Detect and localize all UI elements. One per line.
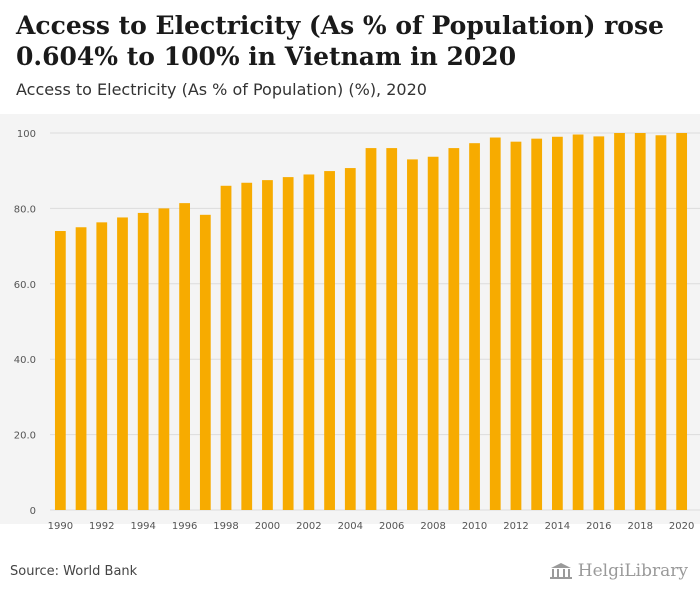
bar-2008[interactable] — [427, 156, 439, 510]
bar-1994[interactable] — [137, 212, 149, 510]
y-tick-label: 0 — [30, 506, 36, 517]
bar-2012[interactable] — [510, 141, 522, 510]
bar-2004[interactable] — [344, 168, 356, 510]
x-tick-label: 2014 — [545, 521, 570, 532]
y-tick-label: 60.0 — [14, 280, 36, 291]
y-tick-label: 40.0 — [14, 355, 36, 366]
bar-2009[interactable] — [448, 148, 460, 510]
x-tick-label: 2004 — [338, 521, 363, 532]
bar-1997[interactable] — [199, 214, 211, 510]
y-axis-ticks: 0 20.0 40.0 60.0 80.0 100 — [14, 129, 36, 517]
x-tick-label: 2006 — [379, 521, 404, 532]
x-tick-label: 2012 — [503, 521, 528, 532]
y-tick-label: 100 — [17, 129, 36, 140]
bar-2001[interactable] — [282, 177, 294, 510]
bar-2014[interactable] — [552, 136, 563, 510]
brand-name: HelgiLibrary — [577, 561, 688, 581]
bar-2020[interactable] — [676, 133, 688, 510]
chart-subtitle: Access to Electricity (As % of Populatio… — [16, 80, 427, 99]
bar-1993[interactable] — [117, 217, 128, 510]
bar-2019[interactable] — [655, 135, 667, 510]
bar-1998[interactable] — [220, 185, 232, 510]
x-tick-label: 2002 — [296, 521, 321, 532]
x-tick-label: 1992 — [89, 521, 114, 532]
x-tick-label: 2016 — [586, 521, 611, 532]
bar-2003[interactable] — [324, 171, 335, 510]
x-tick-label: 1996 — [172, 521, 197, 532]
bar-2016[interactable] — [593, 136, 605, 510]
bar-2018[interactable] — [634, 133, 646, 510]
bar-2013[interactable] — [531, 138, 543, 510]
bars — [54, 133, 688, 511]
bar-1992[interactable] — [96, 222, 108, 510]
chart-title: Access to Electricity (As % of Populatio… — [16, 11, 664, 71]
x-tick-label: 1990 — [48, 521, 73, 532]
library-building-icon — [549, 563, 572, 579]
bar-2002[interactable] — [303, 174, 315, 510]
source-note: Source: World Bank — [10, 564, 138, 579]
x-tick-label: 2010 — [462, 521, 487, 532]
bar-2011[interactable] — [489, 137, 501, 511]
x-tick-label: 2000 — [255, 521, 280, 532]
brand-logo[interactable]: HelgiLibrary — [549, 561, 688, 581]
chart-header: Access to Electricity (As % of Populatio… — [16, 10, 686, 99]
bar-2015[interactable] — [572, 134, 584, 510]
x-tick-label: 2018 — [627, 521, 652, 532]
bar-2017[interactable] — [614, 133, 625, 510]
y-tick-label: 20.0 — [14, 431, 36, 442]
bar-1991[interactable] — [75, 227, 87, 510]
bar-2007[interactable] — [407, 159, 418, 510]
bar-2010[interactable] — [469, 143, 480, 510]
x-tick-label: 2008 — [420, 521, 445, 532]
x-axis-ticks: 1990 1992 1994 1996 1998 2000 2002 2004 2006 2008… — [48, 521, 695, 532]
x-tick-label: 1994 — [130, 521, 155, 532]
bar-2006[interactable] — [386, 148, 398, 510]
y-tick-label: 80.0 — [14, 204, 36, 215]
bar-1995[interactable] — [158, 208, 170, 510]
bar-1999[interactable] — [241, 182, 253, 510]
bar-2005[interactable] — [365, 148, 377, 510]
bar-2000[interactable] — [262, 180, 273, 510]
bar-1996[interactable] — [179, 203, 190, 510]
x-tick-label: 1998 — [213, 521, 238, 532]
x-tick-label: 2020 — [669, 521, 694, 532]
bar-1990[interactable] — [54, 231, 66, 510]
